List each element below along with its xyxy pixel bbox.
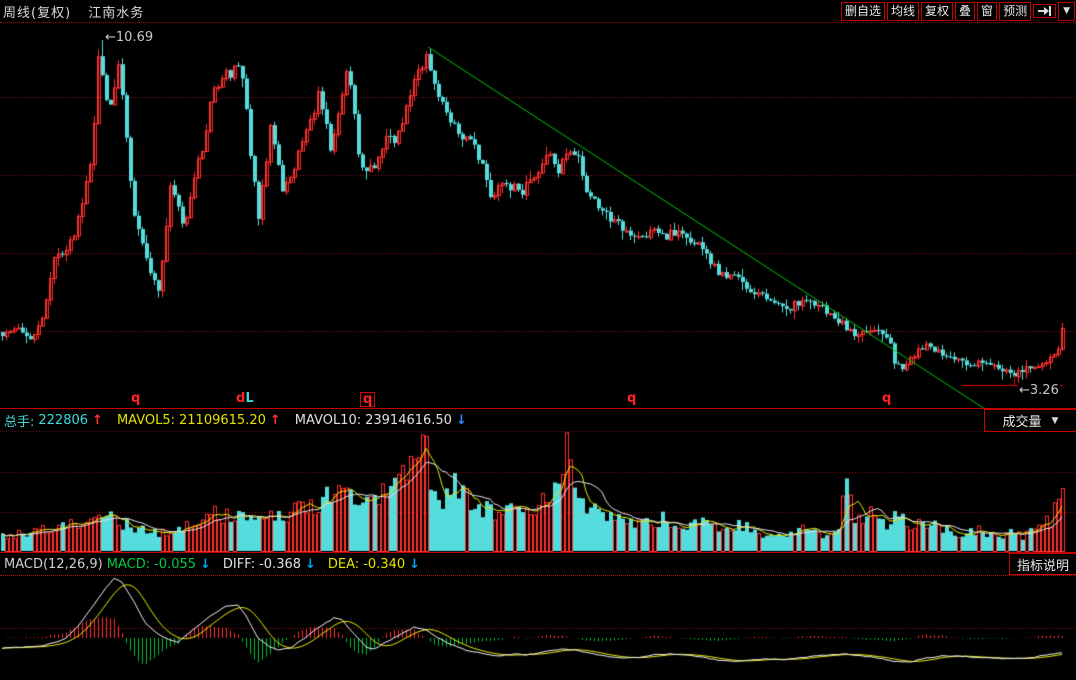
event-marker-char: q	[882, 391, 892, 406]
indicator-help-button[interactable]: 指标说明	[1009, 553, 1076, 575]
zongshou-up-arrow-icon: ↑	[92, 412, 103, 428]
diff-label: DIFF:	[222, 556, 256, 572]
zongshou-label: 总手:	[4, 414, 35, 430]
event-marker-1[interactable]: dL	[236, 392, 254, 405]
skip-to-latest-icon[interactable]	[1033, 4, 1057, 18]
chevron-down-icon: ▼	[1051, 415, 1059, 426]
toolbar-button-4[interactable]: 窗	[977, 1, 998, 21]
mavol10-value: 23914616.50	[365, 412, 452, 428]
toolbar-button-1[interactable]: 均线	[887, 1, 920, 21]
mavol10-down-arrow-icon: ↓	[455, 412, 467, 428]
event-marker-0[interactable]: q	[131, 392, 140, 405]
event-marker-char: L	[245, 391, 254, 406]
mavol5-value: 21109615.20	[179, 412, 266, 428]
title-bar: 周线(复权) 江南水务 删自选 均线 复权叠窗预测 ▼	[0, 0, 1076, 23]
dea-label: DEA:	[327, 556, 360, 572]
indicator-help-label: 指标说明	[1016, 558, 1069, 574]
macd-header: MACD(12,26,9) MACD: -0.055 ↓ DIFF: -0.36…	[0, 552, 1076, 576]
indicator-selector[interactable]: 成交量 ▼	[984, 409, 1076, 432]
toolbar-dropdown-icon[interactable]: ▼	[1058, 1, 1075, 21]
macd-formula: MACD(12,26,9)	[4, 556, 103, 572]
diff-value: -0.368	[259, 556, 302, 572]
dea-value: -0.340	[363, 556, 406, 572]
highest-price-label: ←10.69	[104, 30, 155, 45]
event-marker-3[interactable]: q	[627, 392, 636, 405]
volume-header: 总手: 222806 ↑ MAVOL5: 21109615.20 ↑ MAVOL…	[0, 408, 1076, 431]
dea-down-arrow-icon: ↓	[409, 556, 421, 572]
macd-value: -0.055	[154, 556, 197, 572]
chart-title: 周线(复权) 江南水务	[0, 2, 144, 21]
event-marker-char: q	[363, 392, 373, 407]
mavol5-up-arrow-icon: ↑	[269, 412, 281, 428]
toolbar-button-3[interactable]: 叠	[955, 1, 976, 21]
period-label: 周线(复权)	[3, 5, 72, 21]
toolbar: 删自选 均线 复权叠窗预测 ▼	[839, 1, 1076, 21]
toolbar-button-2[interactable]: 复权	[921, 1, 954, 21]
stock-name: 江南水务	[88, 5, 145, 21]
indicator-selector-label: 成交量	[1002, 415, 1042, 430]
mavol5-label: MAVOL5:	[116, 412, 176, 428]
zongshou-value: 222806	[38, 412, 89, 428]
toolbar-button-5[interactable]: 预测	[999, 1, 1032, 21]
diff-down-arrow-icon: ↓	[305, 556, 316, 572]
event-marker-char: q	[627, 391, 637, 406]
mavol10-label: MAVOL10:	[294, 412, 362, 428]
event-marker-2[interactable]: q	[360, 392, 376, 407]
macd-down-arrow-icon: ↓	[200, 556, 211, 572]
toolbar-button-0[interactable]: 删自选	[840, 1, 885, 21]
event-marker-4[interactable]: q	[882, 392, 891, 405]
lowest-price-label: ←3.26	[1018, 383, 1060, 398]
macd-label: MACD:	[106, 556, 151, 572]
event-marker-char: q	[131, 391, 141, 406]
event-marker-char: d	[236, 391, 246, 406]
